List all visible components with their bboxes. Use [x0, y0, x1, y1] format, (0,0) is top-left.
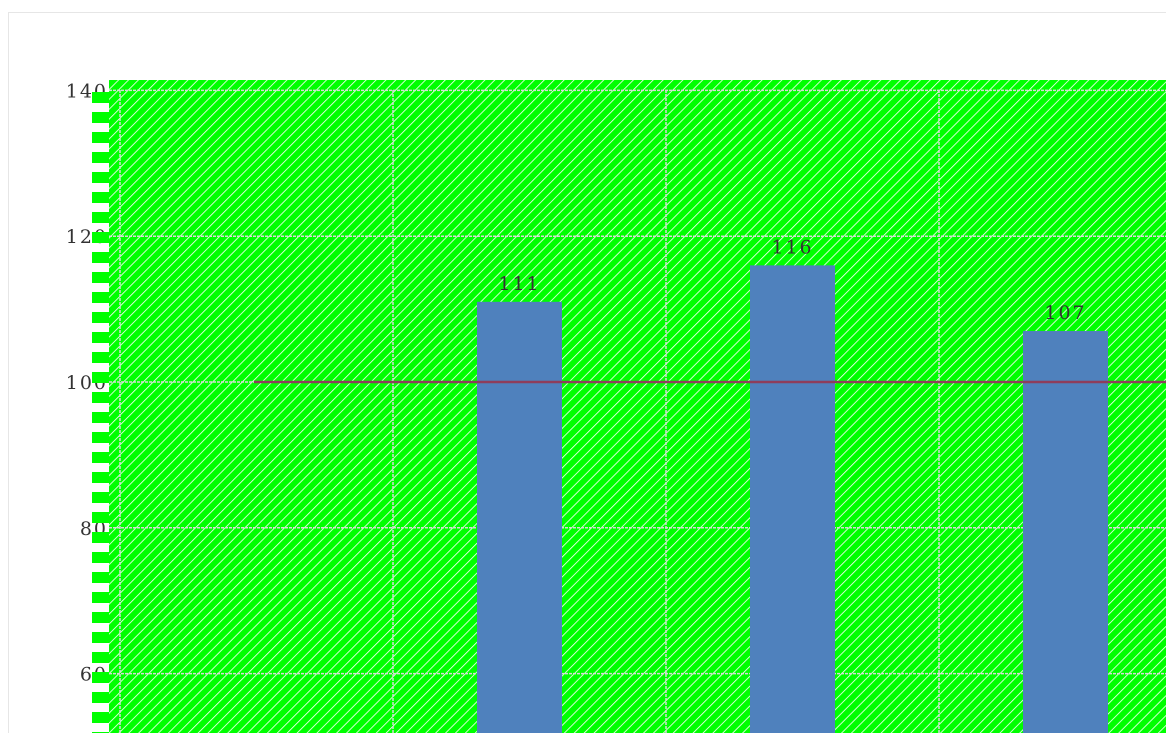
axis-notch	[92, 392, 109, 403]
axis-notch	[92, 632, 109, 643]
axis-notch	[92, 532, 109, 543]
axis-notch	[92, 292, 109, 303]
bar	[1023, 330, 1108, 733]
axis-notch	[92, 192, 109, 203]
axis-notch	[92, 152, 109, 163]
axis-notch	[92, 572, 109, 583]
axis-notch	[92, 692, 109, 703]
axis-notch	[92, 472, 109, 483]
axis-notch	[92, 592, 109, 603]
axis-notch	[92, 332, 109, 343]
axis-notch	[92, 552, 109, 563]
axis-notch	[92, 712, 109, 723]
axis-notch	[92, 132, 109, 143]
axis-notch	[92, 672, 109, 683]
axis-notch	[92, 452, 109, 463]
axis-notch	[92, 352, 109, 363]
bar-value-label: 111	[498, 273, 540, 295]
axis-notch	[92, 492, 109, 503]
axis-notch	[92, 172, 109, 183]
axis-notch	[92, 92, 109, 103]
axis-notch	[92, 272, 109, 283]
axis-notch	[92, 252, 109, 263]
axis-notch	[92, 412, 109, 423]
bar-value-label: 107	[1044, 302, 1086, 324]
axis-notch	[92, 212, 109, 223]
axis-notch	[92, 372, 109, 383]
axis-notch	[92, 112, 109, 123]
axis-notch	[92, 612, 109, 623]
axis-notch	[92, 312, 109, 323]
axis-notch	[92, 512, 109, 523]
axis-notch	[92, 652, 109, 663]
bar	[477, 301, 562, 733]
bar	[750, 265, 835, 733]
axis-notch	[92, 232, 109, 243]
axis-notch	[92, 432, 109, 443]
bar-value-label: 116	[771, 236, 813, 258]
plot-area	[109, 80, 1166, 733]
